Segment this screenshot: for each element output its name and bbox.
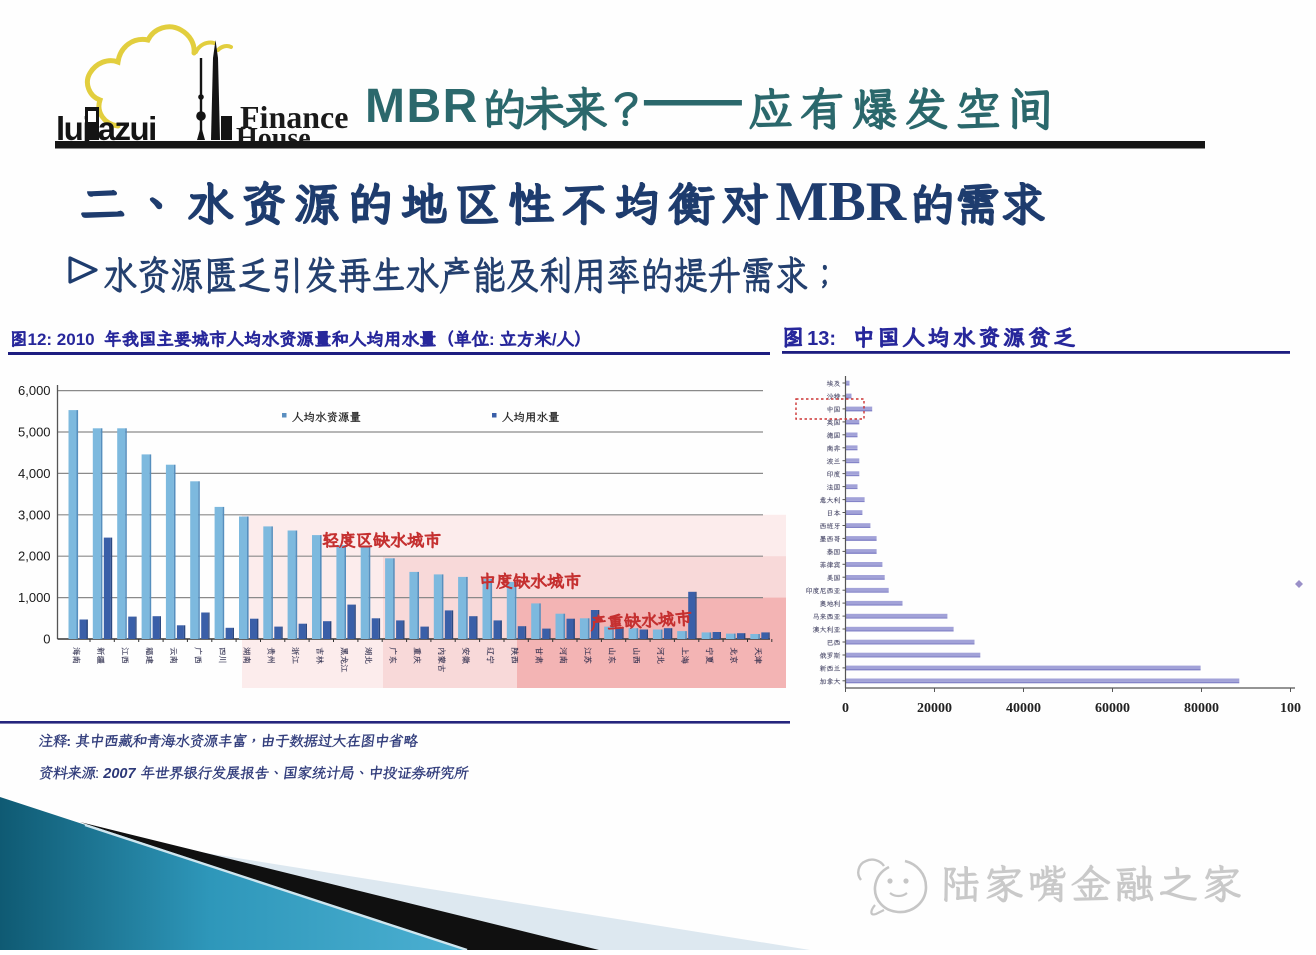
svg-text:2007: 2007 [102,766,136,782]
svg-text:/: / [552,330,557,349]
svg-text:6,000: 6,000 [18,383,51,398]
svg-text:3,000: 3,000 [18,507,51,522]
svg-text::: : [95,765,99,782]
svg-text:40000: 40000 [1006,701,1041,716]
svg-text::: : [489,330,495,349]
svg-text:0: 0 [842,701,849,716]
svg-text:4,000: 4,000 [18,466,51,481]
svg-text:13:: 13: [807,328,836,350]
svg-text:House: House [236,123,311,154]
svg-text:lujiazui: lujiazui [56,110,156,147]
svg-text:2,000: 2,000 [18,549,51,564]
svg-text:80000: 80000 [1184,701,1219,716]
svg-text:0: 0 [43,632,50,647]
svg-text:Finance: Finance [240,99,348,135]
svg-text::: : [67,734,72,749]
svg-text:12: 2010: 12: 2010 [28,330,95,349]
svg-text:MBR: MBR [776,171,907,233]
svg-text:100: 100 [1280,701,1301,716]
svg-text:60000: 60000 [1095,701,1130,716]
svg-text:5,000: 5,000 [18,425,51,440]
svg-text:20000: 20000 [917,701,952,716]
svg-text:MBR: MBR [365,80,479,133]
svg-text:1,000: 1,000 [18,590,51,605]
